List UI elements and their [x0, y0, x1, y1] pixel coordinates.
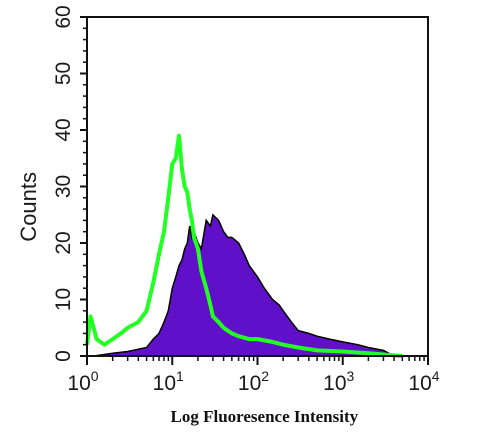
y-tick-label: 60 [52, 5, 75, 28]
y-tick-label: 10 [52, 288, 75, 311]
plot-data-group [85, 133, 403, 358]
x-tick-label: 104 [408, 368, 439, 395]
y-tick-label: 40 [52, 118, 75, 141]
x-axis-label: Log Fluoresence Intensity [171, 407, 359, 426]
x-axis: 100 101 102 103 104 [67, 356, 440, 395]
y-tick-label: 30 [52, 175, 75, 198]
y-axis: 0 10 20 30 40 50 60 [52, 5, 87, 362]
y-tick-label: 0 [52, 350, 75, 362]
x-tick-label: 100 [67, 368, 98, 395]
y-tick-label: 20 [52, 231, 75, 254]
histogram-line-series [85, 133, 403, 358]
x-tick-label: 101 [153, 368, 184, 395]
y-axis-label: Counts [16, 172, 41, 242]
x-tick-label: 103 [323, 368, 354, 395]
x-tick-label: 102 [238, 368, 269, 395]
y-tick-label: 50 [52, 62, 75, 85]
histogram-filled-series [93, 213, 395, 357]
